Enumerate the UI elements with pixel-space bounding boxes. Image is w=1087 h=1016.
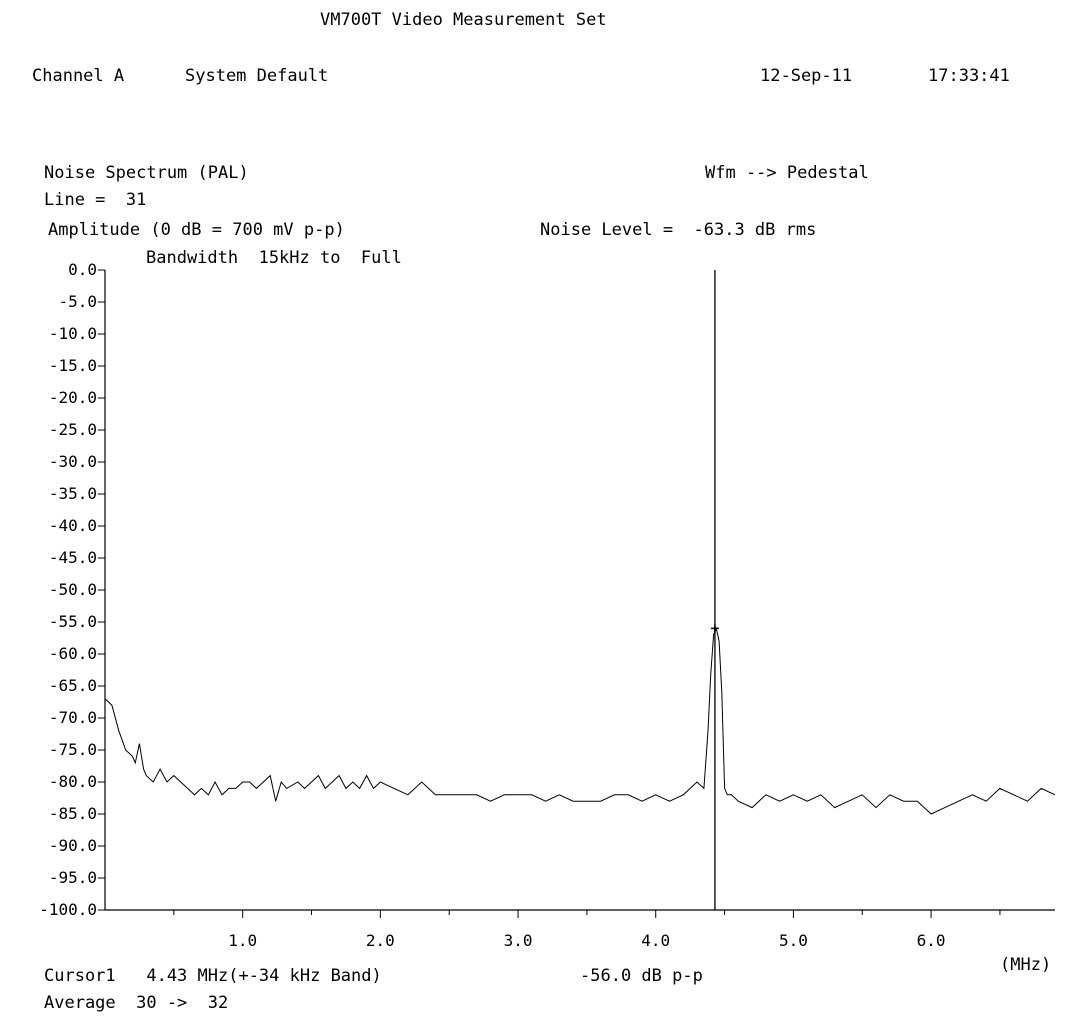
y-tick-label: -80.0 [49, 772, 97, 791]
y-tick-label: -50.0 [49, 580, 97, 599]
amplitude-reference: Amplitude (0 dB = 700 mV p-p) [48, 220, 345, 240]
y-tick-label: -95.0 [49, 868, 97, 887]
time-label: 17:33:41 [928, 66, 1010, 86]
x-tick-label: 1.0 [228, 931, 257, 950]
average-readout: Average 30 -> 32 [44, 993, 229, 1013]
y-tick-label: -5.0 [58, 292, 97, 311]
y-tick-label: -25.0 [49, 420, 97, 439]
cursor-readout: Cursor1 4.43 MHz(+-34 kHz Band) [44, 966, 382, 986]
x-axis-unit: (MHz) [1000, 955, 1052, 975]
measurement-mode: Wfm --> Pedestal [705, 163, 869, 183]
y-tick-label: 0.0 [68, 260, 97, 279]
x-tick-label: 4.0 [641, 931, 670, 950]
x-tick-label: 3.0 [504, 931, 533, 950]
y-tick-label: -30.0 [49, 452, 97, 471]
x-tick-label: 2.0 [366, 931, 395, 950]
y-tick-label: -85.0 [49, 804, 97, 823]
y-tick-label: -15.0 [49, 356, 97, 375]
setup-label: System Default [185, 66, 329, 86]
chart-ticks: 0.0 -5.0 -10.0 -15.0 -20.0 -25.0 -30.0 -35.0 -40… [39, 260, 1001, 950]
y-tick-label: -70.0 [49, 708, 97, 727]
date-label: 12-Sep-11 [760, 66, 853, 86]
spectrum-trace [104, 626, 1056, 815]
spectrum-trace-group [104, 626, 1056, 815]
chart-axes [104, 270, 1055, 911]
x-tick-label: 6.0 [917, 931, 946, 950]
y-tick-label: -75.0 [49, 740, 97, 759]
y-tick-label: -60.0 [49, 644, 97, 663]
y-tick-label: -90.0 [49, 836, 97, 855]
bandwidth-label: Bandwidth 15kHz to Full [146, 248, 402, 268]
measurement-name: Noise Spectrum (PAL) [44, 163, 249, 183]
y-tick-label: -35.0 [49, 484, 97, 503]
app-title: VM700T Video Measurement Set [320, 10, 607, 30]
y-tick-label: -65.0 [49, 676, 97, 695]
channel-label: Channel A [32, 66, 125, 86]
line-number: Line = 31 [44, 190, 147, 210]
cursor-group [710, 270, 719, 910]
y-tick-label: -20.0 [49, 388, 97, 407]
cursor-level: -56.0 dB p-p [580, 966, 703, 986]
y-tick-label: -45.0 [49, 548, 97, 567]
x-tick-label: 5.0 [779, 931, 808, 950]
y-tick-label: -40.0 [49, 516, 97, 535]
y-tick-label: -100.0 [39, 900, 97, 919]
y-tick-label: -10.0 [49, 324, 97, 343]
noise-level: Noise Level = -63.3 dB rms [540, 220, 817, 240]
y-tick-label: -55.0 [49, 612, 97, 631]
